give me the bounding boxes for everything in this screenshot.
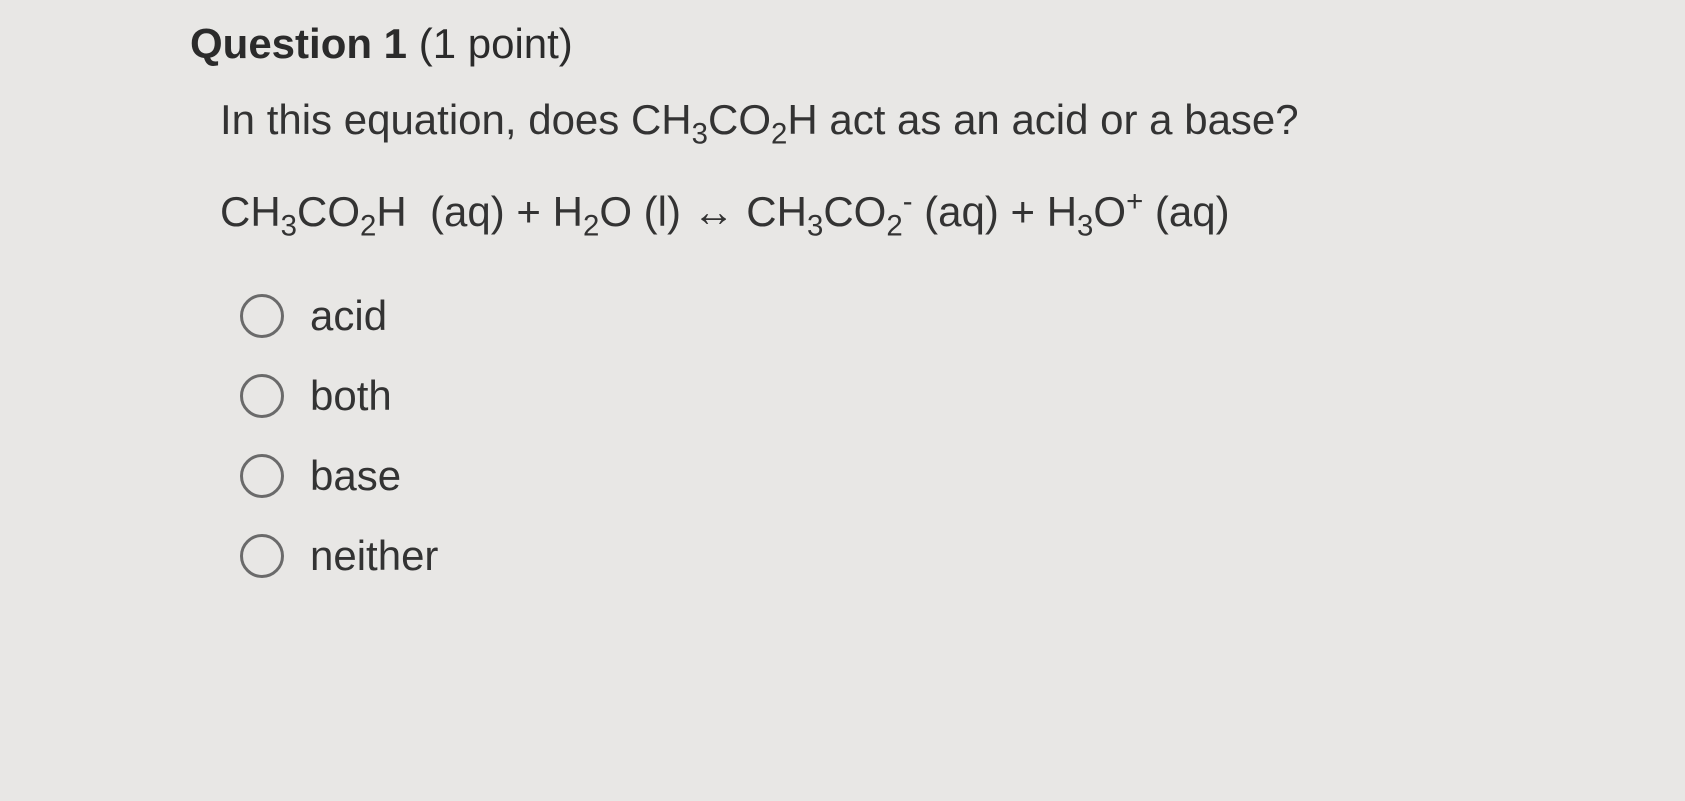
radio-icon[interactable] [240,374,284,418]
prompt-text-3: H act as an acid or a base? [787,96,1298,143]
option-label: both [310,372,392,420]
chemical-equation: CH3CO2H (aq) + H2O (l) ↔ CH3CO2- (aq) + … [220,188,1685,236]
answer-options: acid both base neither [240,292,1685,580]
question-page: Question 1 (1 point) In this equation, d… [0,0,1685,580]
question-header: Question 1 (1 point) [190,20,1685,68]
radio-icon[interactable] [240,454,284,498]
question-number: Question 1 [190,20,407,67]
prompt-text-1: In this equation, does CH [220,96,692,143]
question-points: (1 point) [419,20,573,67]
option-both[interactable]: both [240,372,1685,420]
prompt-sub-2: 2 [771,117,787,150]
option-acid[interactable]: acid [240,292,1685,340]
question-prompt: In this equation, does CH3CO2H act as an… [220,96,1685,144]
radio-icon[interactable] [240,294,284,338]
option-label: base [310,452,401,500]
prompt-text-2: CO [708,96,771,143]
radio-icon[interactable] [240,534,284,578]
option-base[interactable]: base [240,452,1685,500]
option-label: neither [310,532,438,580]
prompt-sub-1: 3 [692,117,708,150]
option-neither[interactable]: neither [240,532,1685,580]
option-label: acid [310,292,387,340]
